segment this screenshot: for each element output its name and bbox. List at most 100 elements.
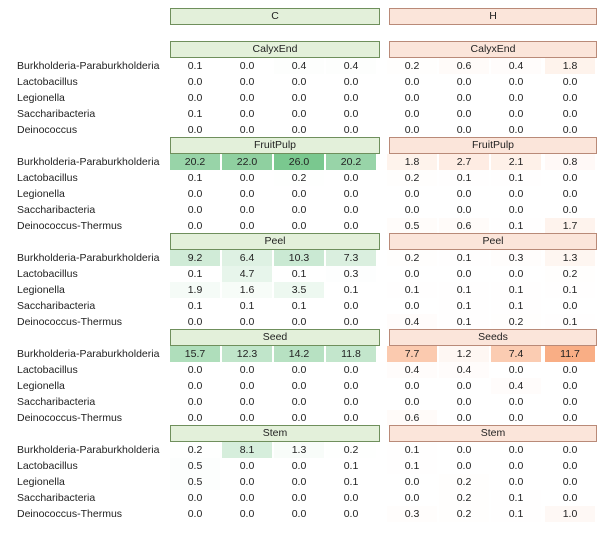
row-label: Deinococcus-Thermus bbox=[17, 220, 123, 232]
value-cell-h: 0.4 bbox=[387, 314, 437, 330]
value-cell-h: 0.0 bbox=[456, 188, 472, 200]
value-cell-h: 0.1 bbox=[439, 250, 489, 266]
value-cell-h: 0.6 bbox=[439, 58, 489, 74]
value-cell-c: 0.0 bbox=[291, 396, 307, 408]
value-cell-c: 0.0 bbox=[187, 220, 203, 232]
value-cell-c: 0.0 bbox=[343, 76, 359, 88]
value-cell-h: 0.1 bbox=[439, 282, 489, 298]
value-cell-c: 1.9 bbox=[170, 282, 220, 298]
value-cell-c: 0.0 bbox=[239, 316, 255, 328]
value-cell-c: 0.0 bbox=[239, 76, 255, 88]
value-cell-c: 0.0 bbox=[291, 204, 307, 216]
value-cell-h: 0.0 bbox=[456, 124, 472, 136]
value-cell-c: 0.0 bbox=[187, 188, 203, 200]
value-cell-c: 0.5 bbox=[170, 458, 220, 474]
value-cell-c: 9.2 bbox=[170, 250, 220, 266]
value-cell-h: 0.0 bbox=[404, 476, 420, 488]
value-cell-h: 0.0 bbox=[508, 92, 524, 104]
value-cell-h: 1.2 bbox=[439, 346, 489, 362]
value-cell-c: 1.6 bbox=[222, 282, 272, 298]
value-cell-h: 0.0 bbox=[508, 76, 524, 88]
section-header-c: FruitPulp bbox=[170, 137, 380, 154]
value-cell-c: 0.0 bbox=[239, 92, 255, 104]
value-cell-h: 0.1 bbox=[491, 282, 541, 298]
value-cell-c: 0.0 bbox=[343, 396, 359, 408]
value-cell-c: 0.0 bbox=[187, 508, 203, 520]
value-cell-h: 0.2 bbox=[387, 58, 437, 74]
value-cell-h: 0.4 bbox=[439, 362, 489, 378]
value-cell-h: 0.2 bbox=[439, 474, 489, 490]
value-cell-c: 0.1 bbox=[187, 172, 203, 184]
row-label: Legionella bbox=[17, 92, 65, 104]
value-cell-c: 1.3 bbox=[274, 442, 324, 458]
value-cell-h: 0.0 bbox=[404, 380, 420, 392]
value-cell-h: 1.7 bbox=[545, 218, 595, 234]
row-label: Deinococcus-Thermus bbox=[17, 508, 123, 520]
value-cell-c: 0.0 bbox=[239, 476, 255, 488]
value-cell-c: 0.0 bbox=[343, 188, 359, 200]
value-cell-c: 0.0 bbox=[187, 364, 203, 376]
section-header-h: Peel bbox=[389, 233, 597, 250]
value-cell-c: 0.0 bbox=[239, 108, 255, 120]
value-cell-h: 0.0 bbox=[562, 492, 578, 504]
value-cell-h: 0.1 bbox=[545, 282, 595, 298]
value-cell-h: 0.1 bbox=[545, 314, 595, 330]
value-cell-c: 0.2 bbox=[170, 442, 220, 458]
value-cell-c: 0.0 bbox=[291, 412, 307, 424]
value-cell-c: 0.0 bbox=[291, 508, 307, 520]
value-cell-c: 0.0 bbox=[291, 460, 307, 472]
value-cell-h: 0.0 bbox=[404, 76, 420, 88]
value-cell-h: 7.7 bbox=[387, 346, 437, 362]
value-cell-h: 0.1 bbox=[491, 506, 541, 522]
value-cell-h: 0.8 bbox=[545, 154, 595, 170]
value-cell-c: 10.3 bbox=[274, 250, 324, 266]
value-cell-c: 0.0 bbox=[291, 108, 307, 120]
value-cell-c: 0.1 bbox=[187, 108, 203, 120]
value-cell-c: 0.1 bbox=[343, 284, 359, 296]
value-cell-h: 0.0 bbox=[562, 76, 578, 88]
value-cell-h: 0.0 bbox=[404, 188, 420, 200]
value-cell-c: 0.1 bbox=[187, 268, 203, 280]
row-label: Burkholderia-Paraburkholderia bbox=[17, 252, 160, 264]
value-cell-c: 6.4 bbox=[222, 250, 272, 266]
value-cell-c: 0.0 bbox=[291, 220, 307, 232]
value-cell-c: 0.0 bbox=[343, 220, 359, 232]
value-cell-h: 0.2 bbox=[387, 170, 437, 186]
value-cell-c: 7.3 bbox=[326, 250, 376, 266]
value-cell-h: 0.0 bbox=[456, 412, 472, 424]
value-cell-c: 20.2 bbox=[326, 154, 376, 170]
value-cell-h: 0.0 bbox=[456, 268, 472, 280]
value-cell-c: 0.0 bbox=[343, 204, 359, 216]
value-cell-h: 0.1 bbox=[387, 442, 437, 458]
value-cell-c: 0.0 bbox=[343, 492, 359, 504]
value-cell-c: 12.3 bbox=[222, 346, 272, 362]
value-cell-h: 0.0 bbox=[456, 460, 472, 472]
row-label: Burkholderia-Paraburkholderia bbox=[17, 156, 160, 168]
value-cell-h: 0.3 bbox=[491, 250, 541, 266]
value-cell-c: 14.2 bbox=[274, 346, 324, 362]
value-cell-h: 0.0 bbox=[508, 444, 524, 456]
value-cell-c: 0.0 bbox=[239, 412, 255, 424]
value-cell-c: 0.0 bbox=[291, 476, 307, 488]
value-cell-c: 0.0 bbox=[187, 396, 203, 408]
value-cell-c: 0.0 bbox=[187, 204, 203, 216]
value-cell-c: 0.1 bbox=[187, 60, 203, 72]
value-cell-h: 0.0 bbox=[508, 412, 524, 424]
value-cell-h: 2.7 bbox=[439, 154, 489, 170]
row-label: Legionella bbox=[17, 284, 65, 296]
section-header-c: Peel bbox=[170, 233, 380, 250]
value-cell-h: 0.2 bbox=[439, 490, 489, 506]
value-cell-c: 0.0 bbox=[343, 316, 359, 328]
value-cell-h: 0.0 bbox=[562, 204, 578, 216]
value-cell-h: 2.1 bbox=[491, 154, 541, 170]
value-cell-h: 0.1 bbox=[439, 170, 489, 186]
row-label: Legionella bbox=[17, 476, 65, 488]
row-label: Lactobacillus bbox=[17, 76, 78, 88]
value-cell-c: 0.0 bbox=[343, 300, 359, 312]
value-cell-h: 0.0 bbox=[562, 172, 578, 184]
value-cell-h: 0.1 bbox=[439, 298, 489, 314]
value-cell-h: 0.0 bbox=[404, 396, 420, 408]
value-cell-h: 1.8 bbox=[387, 154, 437, 170]
value-cell-h: 0.0 bbox=[562, 380, 578, 392]
value-cell-c: 0.0 bbox=[239, 380, 255, 392]
